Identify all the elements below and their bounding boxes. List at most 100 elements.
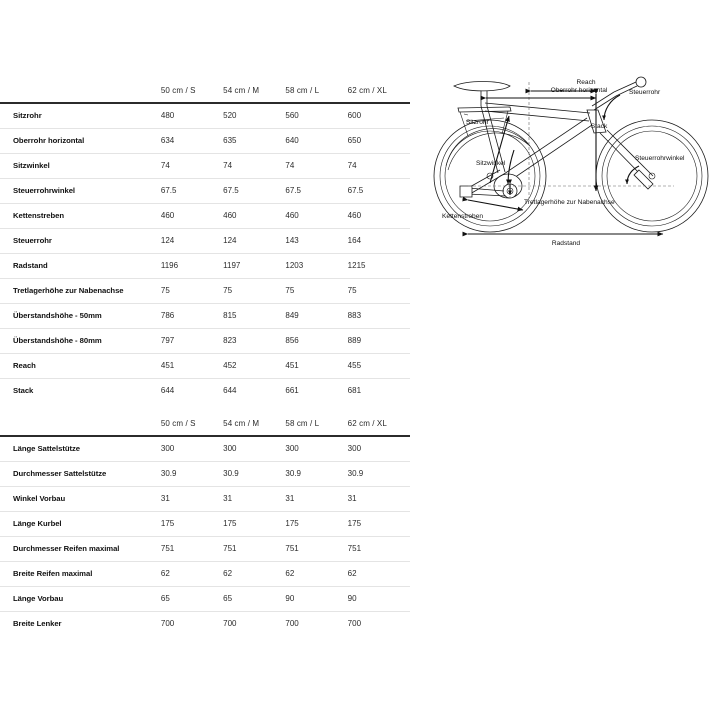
- row-value-m: 452: [223, 361, 237, 370]
- row-value-m: 65: [223, 594, 233, 603]
- row-value-s: 30.9: [160, 469, 177, 478]
- row-value-l: 75: [285, 286, 295, 295]
- label-kettenstreben: Kettenstreben: [442, 213, 483, 220]
- handlebar: [613, 81, 637, 93]
- row-value-l: 661: [285, 386, 299, 396]
- table-row: Sitzwinkel 74 74 74 74: [0, 153, 410, 178]
- row-label: Länge Vorbau: [13, 594, 64, 603]
- rear-fender-2: [447, 132, 531, 171]
- row-value-s: 634: [160, 136, 175, 145]
- row-value-s: 175: [160, 519, 175, 528]
- header-row: 50 cm / S 54 cm / M 58 cm / L 62 cm / XL: [0, 78, 410, 103]
- row-value-xl: 62: [347, 569, 357, 578]
- row-value-l: 1203: [285, 261, 304, 270]
- table-row: Stack 644 644 661 681: [0, 378, 410, 403]
- row-value-s: 75: [160, 286, 170, 295]
- row-value-s: 644: [160, 386, 175, 396]
- row-value-xl: 67.5: [347, 186, 364, 195]
- row-label: Oberrohr horizontal: [13, 136, 85, 145]
- header-cell-size-m: 54 cm / M: [223, 418, 260, 428]
- row-value-s: 451: [160, 361, 175, 370]
- row-value-s: 124: [160, 236, 175, 245]
- row-label: Sitzrohr: [13, 111, 42, 121]
- row-label: Länge Kurbel: [13, 519, 62, 528]
- row-value-s: 460: [160, 211, 175, 220]
- row-label: Radstand: [13, 261, 48, 270]
- row-value-xl: 455: [347, 361, 362, 370]
- header-cell-label: [0, 78, 161, 103]
- label-reach: Reach: [576, 79, 595, 86]
- table-row: Länge Sattelstütze 300 300 300 300: [0, 436, 410, 461]
- row-value-m: 67.5: [223, 186, 239, 195]
- table-row: Breite Lenker 700 700 700 700: [0, 611, 410, 636]
- chainstay: [467, 187, 505, 192]
- row-label: Durchmesser Sattelstütze: [13, 469, 107, 478]
- header-cell-size-s: 50 cm / S: [160, 418, 196, 428]
- row-value-l: 560: [285, 111, 299, 121]
- chainstay-b: [467, 193, 507, 197]
- row-value-l: 90: [285, 594, 295, 603]
- row-value-m: 700: [223, 619, 237, 629]
- row-value-xl: 751: [347, 544, 362, 553]
- row-value-m: 823: [223, 336, 237, 345]
- row-value-xl: 600: [347, 111, 362, 121]
- row-value-s: 797: [160, 336, 175, 345]
- row-value-m: 520: [223, 111, 237, 121]
- table-row: Steuerrohrwinkel 67.5 67.5 67.5 67.5: [0, 178, 410, 203]
- row-value-m: 31: [223, 494, 233, 503]
- table-row: Radstand 1196 1197 1203 1215: [0, 253, 410, 278]
- row-value-xl: 681: [347, 386, 362, 396]
- header-row: 50 cm / S 54 cm / M 58 cm / L 62 cm / XL: [0, 411, 410, 436]
- row-value-m: 1197: [223, 261, 241, 270]
- header-cell-size-s: 50 cm / S: [160, 85, 196, 95]
- row-value-m: 75: [223, 286, 233, 295]
- steuerrohrwinkel-arrow: [625, 165, 640, 185]
- row-value-m: 635: [223, 136, 237, 145]
- row-value-m: 124: [223, 236, 237, 245]
- row-value-l: 451: [285, 361, 299, 370]
- row-label: Winkel Vorbau: [13, 494, 66, 503]
- row-label: Überstandshöhe - 80mm: [13, 336, 102, 345]
- label-tretlager: Tretlagerhöhe zur Nabenachse: [524, 199, 615, 206]
- label-oberrohr: Oberrohr horizontal: [551, 87, 608, 94]
- fork: [599, 132, 645, 179]
- front-wheel-icon: [595, 119, 709, 233]
- table-row: Durchmesser Reifen maximal 751 751 751 7…: [0, 536, 410, 561]
- row-value-l: 700: [285, 619, 299, 629]
- fork-dropout: [633, 169, 654, 190]
- table-row: Kettenstreben 460 460 460 460: [0, 203, 410, 228]
- row-value-xl: 889: [347, 336, 362, 345]
- row-value-s: 300: [160, 444, 175, 454]
- row-value-l: 30.9: [285, 469, 301, 478]
- table-row: Reach 451 452 451 455: [0, 353, 410, 378]
- table-header: 50 cm / S 54 cm / M 58 cm / L 62 cm / XL: [0, 78, 410, 103]
- row-value-xl: 700: [347, 619, 362, 629]
- top-tube-b: [484, 110, 590, 122]
- table-body: Sitzrohr 480 520 560 600 Oberrohr horizo…: [0, 103, 410, 403]
- row-value-xl: 75: [347, 286, 357, 295]
- seatstay-b: [469, 173, 505, 195]
- row-value-l: 751: [285, 544, 299, 553]
- row-value-xl: 90: [347, 594, 357, 603]
- sitzrohr-arrow: [489, 115, 510, 184]
- row-value-m: 62: [223, 569, 233, 578]
- row-value-s: 31: [160, 494, 170, 503]
- row-value-s: 74: [160, 161, 170, 170]
- table-row: Länge Vorbau 65 65 90 90: [0, 586, 410, 611]
- label-steuerrohrwinkel: Steuerrohrwinkel: [635, 155, 685, 162]
- row-label: Steuerrohrwinkel: [13, 186, 75, 195]
- geometry-table-main: 50 cm / S 54 cm / M 58 cm / L 62 cm / XL…: [0, 78, 410, 403]
- row-value-l: 31: [285, 494, 295, 503]
- handlebar-b: [615, 85, 638, 97]
- header-cell-size-l: 58 cm / L: [285, 418, 320, 428]
- row-value-l: 856: [285, 336, 299, 345]
- steuerrohr-arrow: [602, 94, 621, 121]
- row-label: Durchmesser Reifen maximal: [13, 544, 120, 553]
- table-row: Winkel Vorbau 31 31 31 31: [0, 486, 410, 511]
- row-label: Kettenstreben: [13, 211, 65, 220]
- row-value-xl: 460: [347, 211, 362, 220]
- table-row: Breite Reifen maximal 62 62 62 62: [0, 561, 410, 586]
- header-cell-label: [0, 411, 161, 436]
- row-value-l: 640: [285, 136, 299, 145]
- table-row: Durchmesser Sattelstütze 30.9 30.9 30.9 …: [0, 461, 410, 486]
